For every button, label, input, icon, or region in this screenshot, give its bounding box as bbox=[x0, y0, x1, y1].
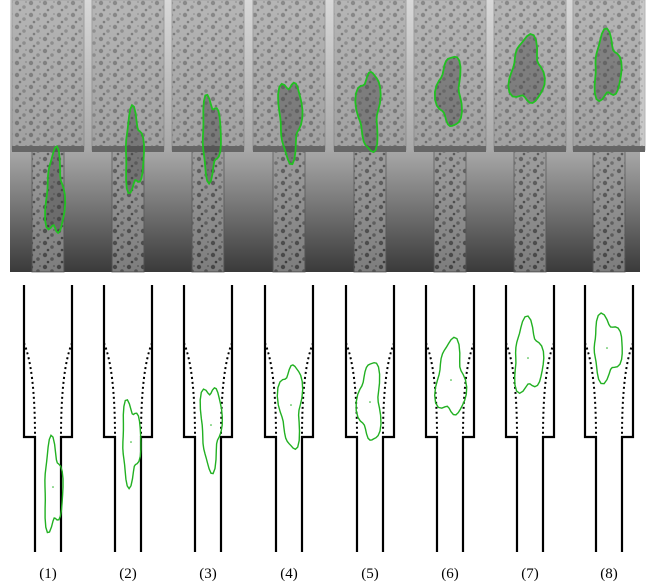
bubble-outline bbox=[44, 434, 64, 534]
shoulder bbox=[253, 146, 325, 152]
insert-curve bbox=[505, 342, 555, 438]
bubble-outline bbox=[355, 361, 382, 441]
narrow-tube bbox=[353, 149, 387, 273]
shoulder bbox=[414, 146, 486, 152]
bubble-outline bbox=[277, 81, 304, 166]
tube-wall bbox=[344, 285, 396, 552]
centroid bbox=[369, 401, 371, 403]
insert-curve bbox=[584, 342, 634, 438]
narrow-tube bbox=[272, 149, 306, 273]
insert-curve bbox=[425, 342, 475, 438]
centroid bbox=[527, 357, 529, 359]
panel-label: (3) bbox=[199, 566, 217, 582]
wide-tube bbox=[11, 0, 85, 151]
centroid bbox=[450, 379, 452, 381]
schematics bbox=[22, 285, 635, 552]
panel-label: (7) bbox=[521, 566, 539, 582]
bubble-outline bbox=[199, 387, 224, 475]
insert-curve bbox=[103, 342, 153, 438]
shoulder bbox=[494, 146, 566, 152]
bubble-outline bbox=[513, 315, 545, 395]
narrow-tube bbox=[513, 149, 547, 273]
centroid bbox=[210, 424, 212, 426]
bubble-outline bbox=[593, 27, 623, 103]
insert-curve bbox=[23, 342, 73, 438]
shoulder bbox=[12, 146, 84, 152]
panel-label: (5) bbox=[361, 566, 379, 582]
tube-wall bbox=[22, 285, 74, 552]
centroid bbox=[52, 486, 54, 488]
bubble-outline bbox=[124, 103, 145, 195]
bubble-outline bbox=[507, 33, 546, 104]
panel-label: (8) bbox=[600, 566, 618, 582]
narrow-tube bbox=[191, 149, 225, 273]
wide-tube bbox=[493, 0, 567, 151]
centroid bbox=[606, 347, 608, 349]
narrow-tube bbox=[433, 149, 467, 273]
bubble-outline bbox=[433, 55, 463, 128]
panel-label: (1) bbox=[39, 566, 57, 582]
tube-wall bbox=[583, 285, 635, 552]
photo bbox=[11, 0, 646, 273]
bubble-outline bbox=[44, 145, 67, 235]
insert-curve bbox=[183, 342, 233, 438]
bubble-outline bbox=[354, 70, 382, 154]
panel-label: (2) bbox=[119, 566, 137, 582]
shoulder bbox=[92, 146, 164, 152]
narrow-tube bbox=[592, 149, 626, 273]
insert-curve bbox=[345, 342, 395, 438]
panel-label: (4) bbox=[280, 566, 298, 582]
tube-wall bbox=[102, 285, 154, 552]
wide-tube bbox=[333, 0, 407, 151]
bubble-outline bbox=[122, 398, 142, 490]
tube-wall bbox=[424, 285, 476, 552]
bubble-outline bbox=[593, 312, 623, 385]
shoulder bbox=[172, 146, 244, 152]
tube-wall bbox=[263, 285, 315, 552]
tube-wall bbox=[504, 285, 556, 552]
insert-curve bbox=[264, 342, 314, 438]
shoulder bbox=[573, 146, 645, 152]
bubble-outline bbox=[201, 93, 222, 186]
centroid bbox=[290, 404, 292, 406]
wide-tube bbox=[252, 0, 326, 151]
tube-wall bbox=[182, 285, 234, 552]
bubble-outline bbox=[276, 364, 304, 451]
panel-label: (6) bbox=[441, 566, 459, 582]
centroid bbox=[130, 441, 132, 443]
bubble-outline bbox=[433, 336, 468, 416]
